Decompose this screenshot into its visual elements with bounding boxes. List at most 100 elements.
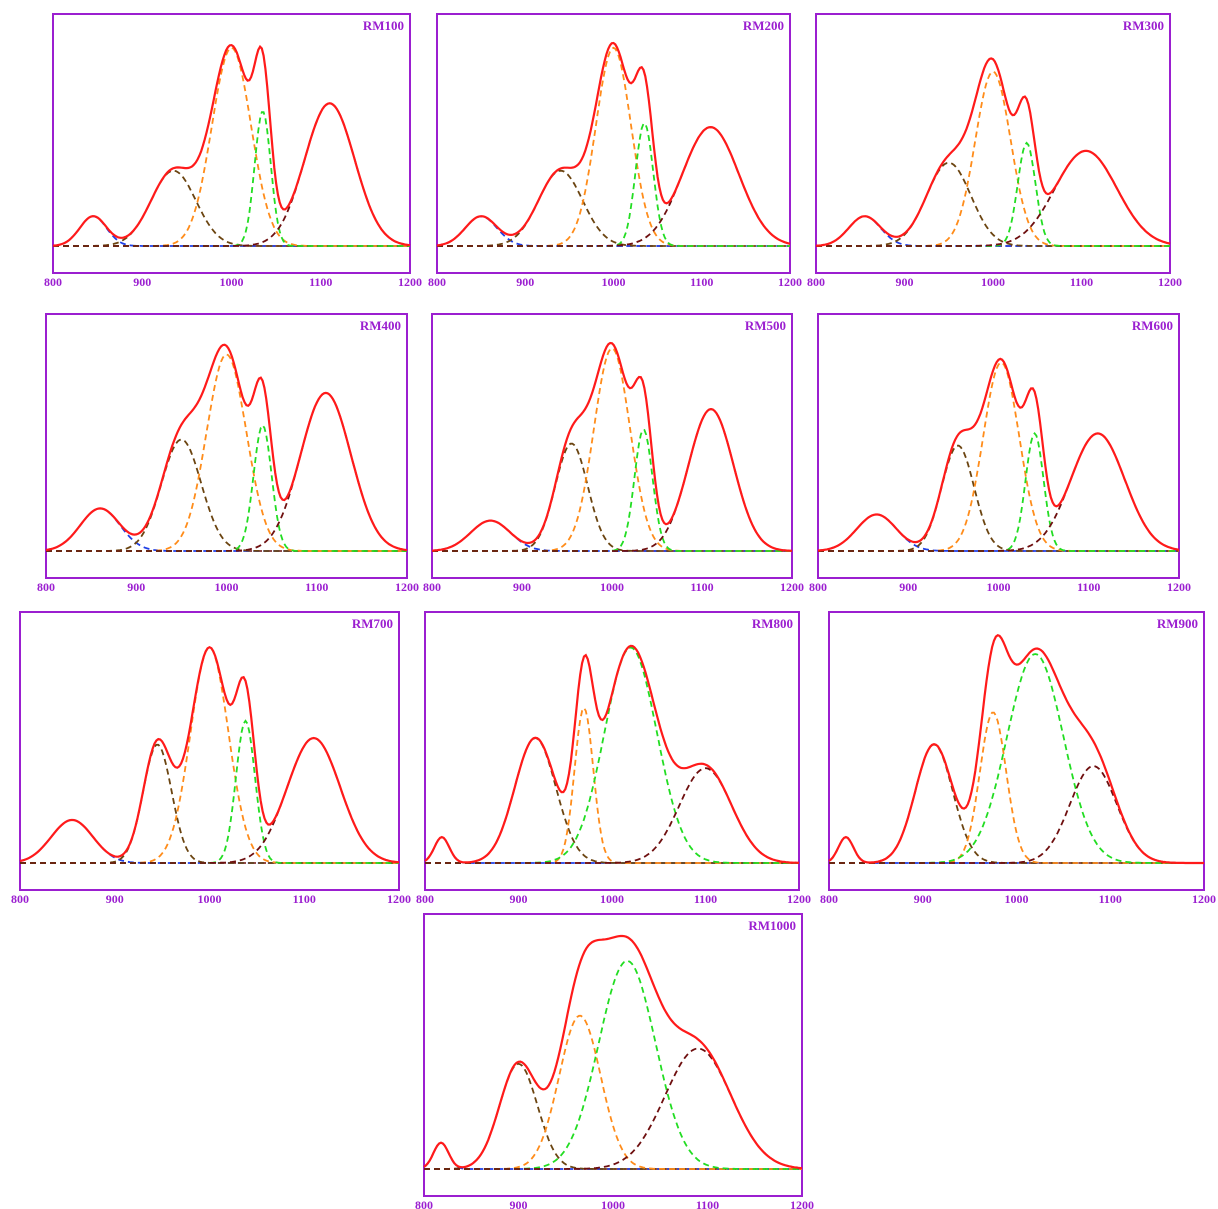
x-tick-label: 1100 [696, 1198, 719, 1209]
component-c5 [425, 767, 799, 864]
component-c4 [424, 960, 802, 1170]
x-tick-label: 900 [127, 580, 145, 594]
panel-rm900: RM900 800 900 1000 1100 1200 [820, 611, 1216, 906]
x-tick-label: 1200 [778, 275, 802, 289]
x-tick-label: 900 [513, 580, 531, 594]
x-tick-label: 1100 [293, 892, 316, 906]
panel-rm400: RM400 800 900 1000 1100 1200 [37, 313, 419, 594]
component-c5 [424, 1047, 803, 1170]
component-c4 [46, 423, 407, 552]
component-c1 [45, 507, 407, 552]
x-tick-label: 900 [133, 275, 151, 289]
component-c1 [19, 819, 399, 864]
x-tick-label: 1000 [1005, 892, 1029, 906]
component-c3 [816, 70, 1170, 247]
panel-frame [45, 313, 408, 579]
envelope-line [815, 57, 1171, 247]
x-tick-label: 900 [510, 1198, 528, 1209]
x-tick-label: 1200 [790, 1198, 814, 1209]
x-tick-label: 800 [807, 275, 825, 289]
x-tick-label: 1100 [690, 580, 713, 594]
x-tick-label: 1000 [987, 580, 1011, 594]
x-tick-label: 1100 [1077, 580, 1100, 594]
panel-rm200: RM200 800 900 1000 1100 1200 [428, 13, 802, 289]
panel-frame [436, 13, 791, 274]
x-tick-label: 800 [11, 892, 29, 906]
component-c2 [20, 743, 399, 864]
envelope-line [431, 341, 793, 552]
panel-frame [19, 611, 400, 891]
x-tick-label: 800 [809, 580, 827, 594]
panel-title: RM200 [743, 18, 784, 33]
x-tick-label: 1200 [1158, 275, 1182, 289]
envelope-line [19, 645, 400, 864]
component-c5 [816, 150, 1171, 247]
panel-rm600: RM600 800 900 1000 1100 1200 [809, 313, 1191, 594]
x-tick-label: 800 [37, 580, 55, 594]
x-tick-label: 1100 [1070, 275, 1093, 289]
panel-title: RM1000 [748, 918, 796, 933]
component-c5 [20, 737, 400, 864]
panel-rm300: RM300 800 900 1000 1100 1200 [807, 13, 1182, 289]
panel-rm500: RM500 800 900 1000 1100 1200 [423, 313, 804, 594]
panel-frame [431, 313, 793, 579]
x-tick-label: 1100 [690, 275, 713, 289]
x-tick-label: 900 [106, 892, 124, 906]
panel-title: RM500 [745, 318, 786, 333]
component-c3 [818, 361, 1179, 552]
x-tick-label: 1200 [787, 892, 811, 906]
component-c5 [818, 432, 1180, 552]
envelope-line [423, 934, 803, 1170]
x-tick-label: 1000 [215, 580, 239, 594]
x-tick-label: 1200 [1167, 580, 1191, 594]
panel-frame [424, 611, 800, 891]
x-tick-label: 900 [510, 892, 528, 906]
component-c2 [818, 444, 1179, 552]
x-tick-label: 800 [423, 580, 441, 594]
x-tick-label: 900 [516, 275, 534, 289]
component-c1 [52, 215, 410, 247]
component-c4 [437, 122, 790, 247]
component-c4 [818, 431, 1179, 552]
x-tick-label: 800 [44, 275, 62, 289]
x-tick-label: 1000 [198, 892, 222, 906]
x-tick-label: 800 [820, 892, 838, 906]
x-tick-label: 800 [415, 1198, 433, 1209]
panel-title: RM100 [363, 18, 404, 33]
x-tick-label: 1100 [1099, 892, 1122, 906]
component-c3 [829, 711, 1204, 864]
x-tick-label: 1100 [305, 580, 328, 594]
component-c3 [424, 1014, 802, 1170]
component-c5 [437, 126, 791, 247]
x-tick-label: 800 [416, 892, 434, 906]
x-tick-label: 1000 [600, 892, 624, 906]
panel-rm1000: RM1000 800 900 1000 1100 1200 [415, 913, 814, 1209]
panel-title: RM800 [752, 616, 793, 631]
envelope-line [828, 633, 1204, 865]
component-c5 [46, 391, 408, 552]
component-c3 [437, 46, 790, 247]
component-c4 [816, 141, 1170, 247]
x-tick-label: 1000 [220, 275, 244, 289]
panel-title: RM600 [1132, 318, 1173, 333]
component-c2 [432, 442, 792, 552]
component-c3 [46, 353, 407, 552]
x-tick-label: 1100 [694, 892, 717, 906]
envelope-line [52, 43, 411, 247]
x-tick-label: 800 [428, 275, 446, 289]
envelope-line [424, 644, 799, 864]
x-tick-label: 900 [896, 275, 914, 289]
panel-frame [817, 313, 1180, 579]
envelope-line [45, 343, 408, 552]
panel-frame [423, 913, 803, 1197]
x-tick-label: 1200 [395, 580, 419, 594]
component-c2 [53, 169, 410, 247]
panel-rm700: RM700 800 900 1000 1100 1200 [11, 611, 411, 906]
x-tick-label: 1200 [387, 892, 411, 906]
x-tick-label: 1000 [600, 580, 624, 594]
x-tick-label: 1200 [398, 275, 422, 289]
component-c2 [816, 161, 1170, 247]
x-tick-label: 1200 [780, 580, 804, 594]
panel-title: RM900 [1157, 616, 1198, 631]
